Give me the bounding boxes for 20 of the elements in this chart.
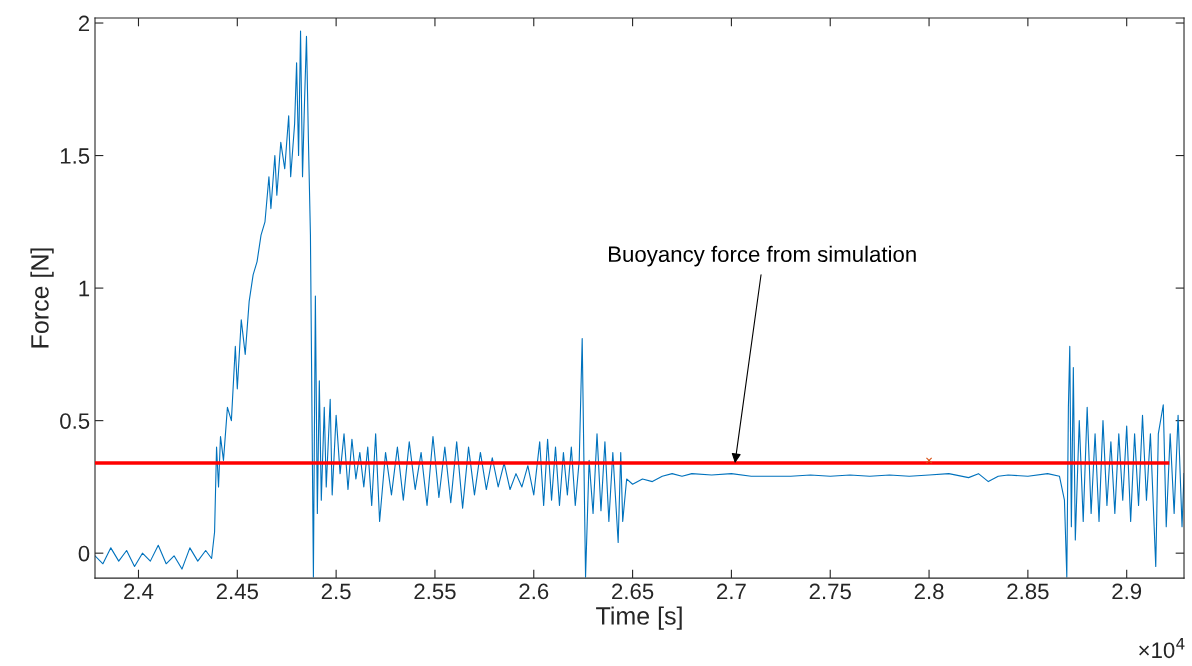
annotation: Buoyancy force from simulation — [609, 245, 916, 267]
x-tick-label: 2.55 — [414, 583, 456, 600]
x-tick-label: 2.6 — [519, 583, 549, 600]
text: ×10$^{4}$ — [1139, 638, 1185, 659]
x-tick-label: 2.8 — [914, 583, 944, 600]
x-tick-label: 2.4 — [124, 583, 154, 600]
y-tick-label: 0 — [78, 545, 90, 562]
x-tick-label: 2.45 — [216, 583, 258, 600]
x-tick-label: 2.65 — [612, 583, 654, 600]
y-tick-label: 2 — [78, 15, 90, 32]
x-tick-label: 2.75 — [809, 583, 851, 600]
y-tick-label: 0.5 — [60, 413, 90, 429]
x-tick-label: 2.5 — [321, 583, 351, 600]
x-tick-label: 2.9 — [1112, 583, 1142, 600]
y-tick-label: 1 — [79, 280, 90, 297]
y-axis-title: Force [N] — [30, 248, 54, 348]
x-tick-label: 2.7 — [717, 583, 746, 600]
x-axis-title: Time [s] — [596, 606, 682, 630]
y-tick-label: 1.5 — [60, 148, 90, 164]
x-tick-label: 2.85 — [1007, 583, 1049, 600]
